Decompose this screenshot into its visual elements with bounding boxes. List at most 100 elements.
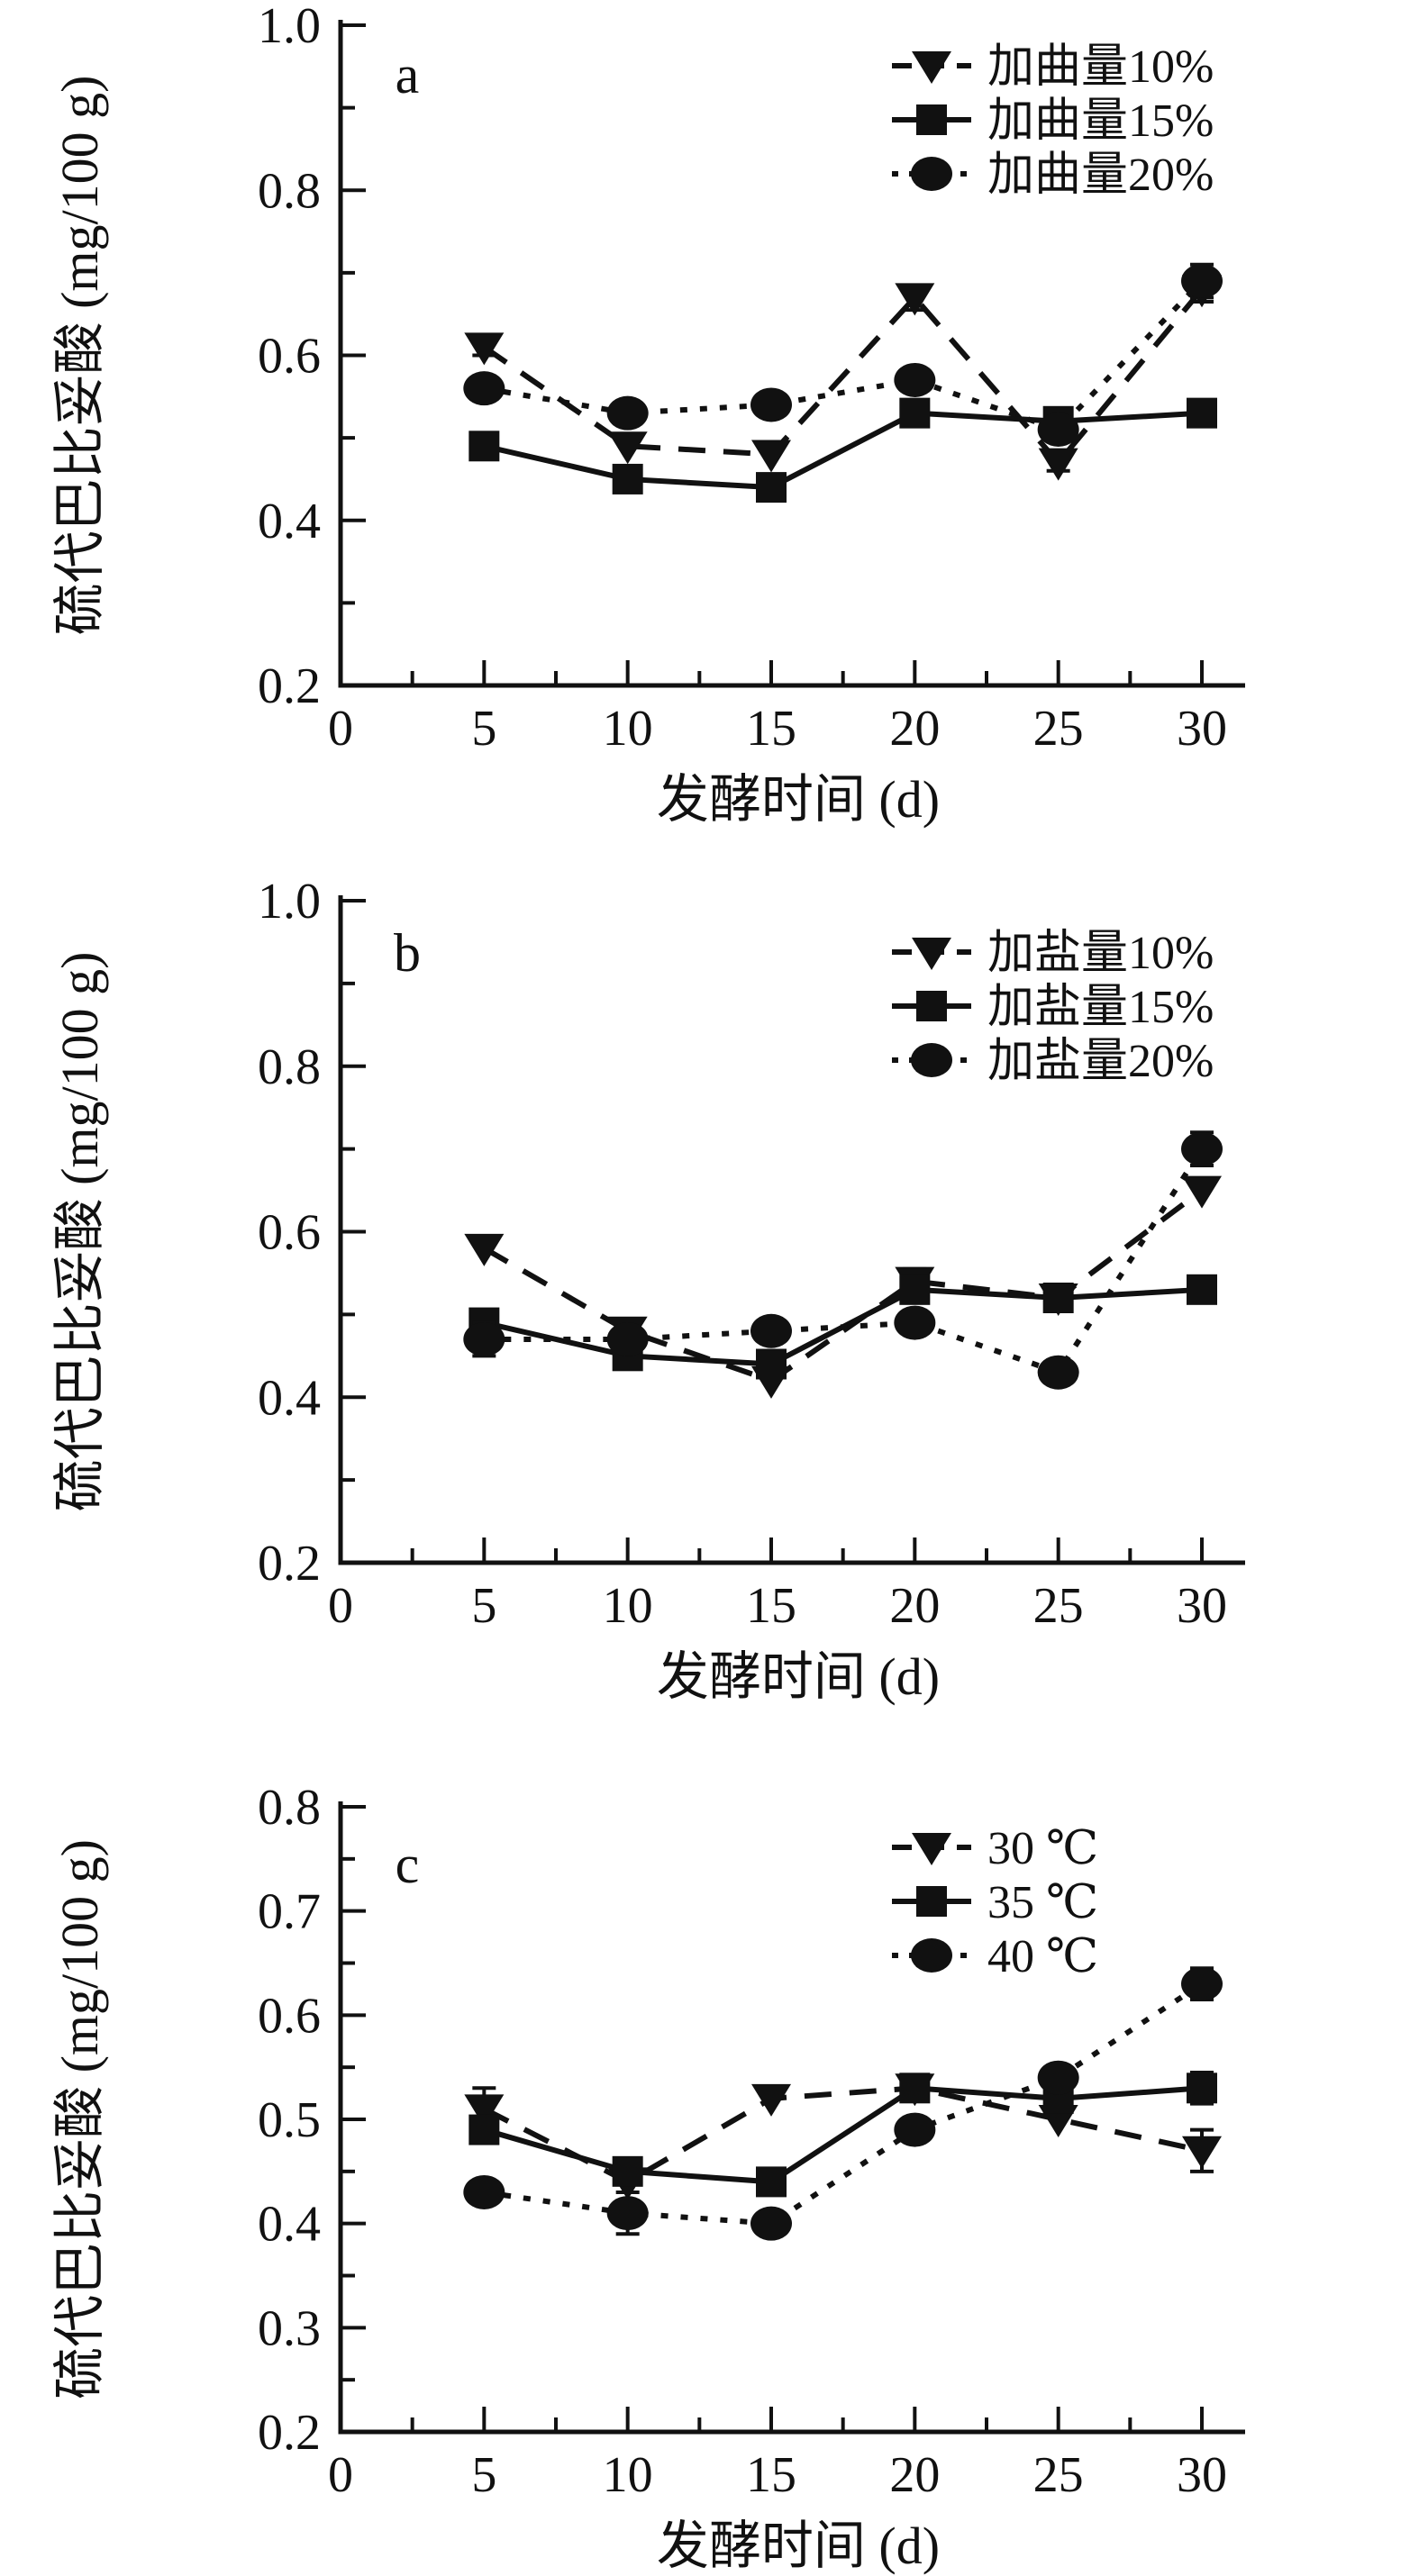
panel-letter: b [394, 923, 421, 983]
circle-marker [1037, 2060, 1079, 2095]
square-marker [756, 2166, 787, 2198]
circle-marker [606, 2196, 649, 2231]
circle-marker [463, 371, 505, 406]
x-tick-label: 0 [328, 2447, 353, 2503]
circle-marker [1037, 1355, 1079, 1390]
y-tick-label: 1.0 [258, 874, 321, 930]
series-line-2 [483, 410, 1203, 491]
series-line-1 [482, 1188, 1204, 1384]
panel-b: 0.2 0.4 0.6 0.8 1.0 0 5 10 15 20 25 30 发酵时间 (d) 硫代巴比妥… [50, 874, 1245, 1706]
circle-marker [606, 1321, 649, 1356]
legend-item: 35 ℃ [892, 1877, 1098, 1928]
legend-label: 40 ℃ [987, 1931, 1098, 1982]
legend-label: 30 ℃ [987, 1823, 1098, 1874]
circle-marker [1181, 264, 1223, 299]
y-axis-title: 硫代巴比妥酸 (mg/100 g) [50, 952, 109, 1512]
x-axis-title: 发酵时间 (d) [657, 1647, 940, 1706]
x-tick-label: 0 [328, 701, 353, 757]
circle-marker [463, 2174, 505, 2209]
x-tick-label: 5 [471, 701, 496, 757]
x-axis-title: 发酵时间 (d) [657, 770, 940, 829]
legend-label: 加盐量10% [987, 928, 1214, 979]
x-tick-label: 5 [471, 1578, 496, 1634]
x-tick-label: 15 [746, 2447, 796, 2503]
y-tick-label: 0.6 [258, 329, 321, 385]
legend-item: 40 ℃ [892, 1931, 1098, 1982]
panel-c: 0.2 0.3 0.4 0.5 0.6 0.7 0.8 0 5 10 15 20 25 30 发酵时间 (d… [50, 1780, 1245, 2575]
triangle-down-marker [1182, 2136, 1222, 2169]
legend-square-marker [916, 1886, 947, 1917]
circle-marker [463, 1321, 505, 1356]
square-marker [1187, 397, 1217, 429]
legend-square-marker [916, 104, 947, 135]
y-tick-label: 0.4 [258, 1370, 321, 1426]
square-marker [1042, 1283, 1074, 1313]
x-tick-label: 20 [889, 701, 940, 757]
square-marker [1187, 2073, 1217, 2104]
triangle-down-marker [1038, 448, 1078, 481]
circle-marker [606, 395, 649, 431]
y-tick-label: 0.6 [258, 1988, 321, 2044]
x-tick-label: 30 [1177, 1578, 1227, 1634]
x-tick-label: 10 [603, 701, 653, 757]
x-tick-label: 25 [1033, 1578, 1084, 1634]
series-line-3 [483, 1982, 1204, 2227]
series-line-1 [482, 287, 1205, 467]
legend-item: 加曲量10% [892, 41, 1214, 93]
y-tick-label: 0.4 [258, 494, 321, 549]
series-line-1 [482, 2085, 1203, 2185]
square-marker [899, 1274, 931, 1305]
x-tick-label: 15 [746, 1578, 796, 1634]
x-tick-label: 15 [746, 701, 796, 757]
y-tick-label: 0.7 [258, 1884, 321, 1940]
square-marker [468, 2114, 500, 2145]
y-tick-label: 0.6 [258, 1205, 321, 1261]
x-tick-label: 30 [1177, 701, 1227, 757]
square-marker [756, 1348, 787, 1380]
legend-label: 35 ℃ [987, 1877, 1098, 1928]
circle-marker [1037, 412, 1079, 447]
legend-item: 加盐量20% [892, 1036, 1214, 1087]
y-tick-label: 0.2 [258, 2405, 321, 2461]
triangle-down-marker [751, 2083, 791, 2117]
x-tick-label: 5 [471, 2447, 496, 2503]
x-tick-label: 30 [1177, 2447, 1227, 2503]
circle-marker [1181, 1966, 1223, 2001]
x-axis-title: 发酵时间 (d) [657, 2517, 940, 2575]
x-tick-label: 10 [603, 1578, 653, 1634]
legend-triangle-down-marker [912, 1833, 951, 1865]
triangle-down-marker [1182, 1175, 1222, 1209]
legend-label: 加曲量20% [987, 150, 1214, 201]
series-line-2 [483, 2085, 1203, 2185]
y-tick-label: 0.8 [258, 1780, 321, 1836]
x-tick-label: 20 [889, 2447, 940, 2503]
panel-letter: a [396, 45, 420, 104]
legend-triangle-down-marker [912, 938, 951, 970]
y-axis-title: 硫代巴比妥酸 (mg/100 g) [50, 1839, 109, 2399]
circle-marker [750, 1313, 792, 1348]
triangle-down-marker [464, 2094, 505, 2127]
y-tick-label: 0.5 [258, 2092, 321, 2148]
legend-triangle-down-marker [912, 51, 951, 84]
panel-letter: c [396, 1835, 420, 1894]
square-marker [1187, 1274, 1217, 1305]
triangle-down-marker [464, 1233, 505, 1266]
x-tick-label: 25 [1033, 2447, 1084, 2503]
legend-circle-marker [911, 157, 952, 191]
triangle-down-marker [464, 332, 505, 366]
triangle-down-marker [607, 431, 648, 465]
triangle-down-marker [895, 283, 935, 316]
series-line-3 [483, 278, 1205, 433]
panel-a: 0.2 0.4 0.6 0.8 1.0 0 5 10 15 20 25 30 发酵时间 (d) 硫代巴比妥… [50, 0, 1245, 829]
legend-circle-marker [911, 1938, 952, 1973]
square-marker [612, 2155, 643, 2187]
y-tick-label: 0.2 [258, 1536, 321, 1592]
legend-label: 加曲量10% [987, 41, 1214, 93]
legend-label: 加盐量15% [987, 982, 1214, 1033]
circle-marker [894, 362, 936, 397]
legend-item: 30 ℃ [892, 1823, 1098, 1874]
square-marker [468, 431, 500, 462]
square-marker [612, 463, 643, 494]
legend-circle-marker [911, 1043, 952, 1077]
legend-label: 加曲量15% [987, 95, 1214, 147]
